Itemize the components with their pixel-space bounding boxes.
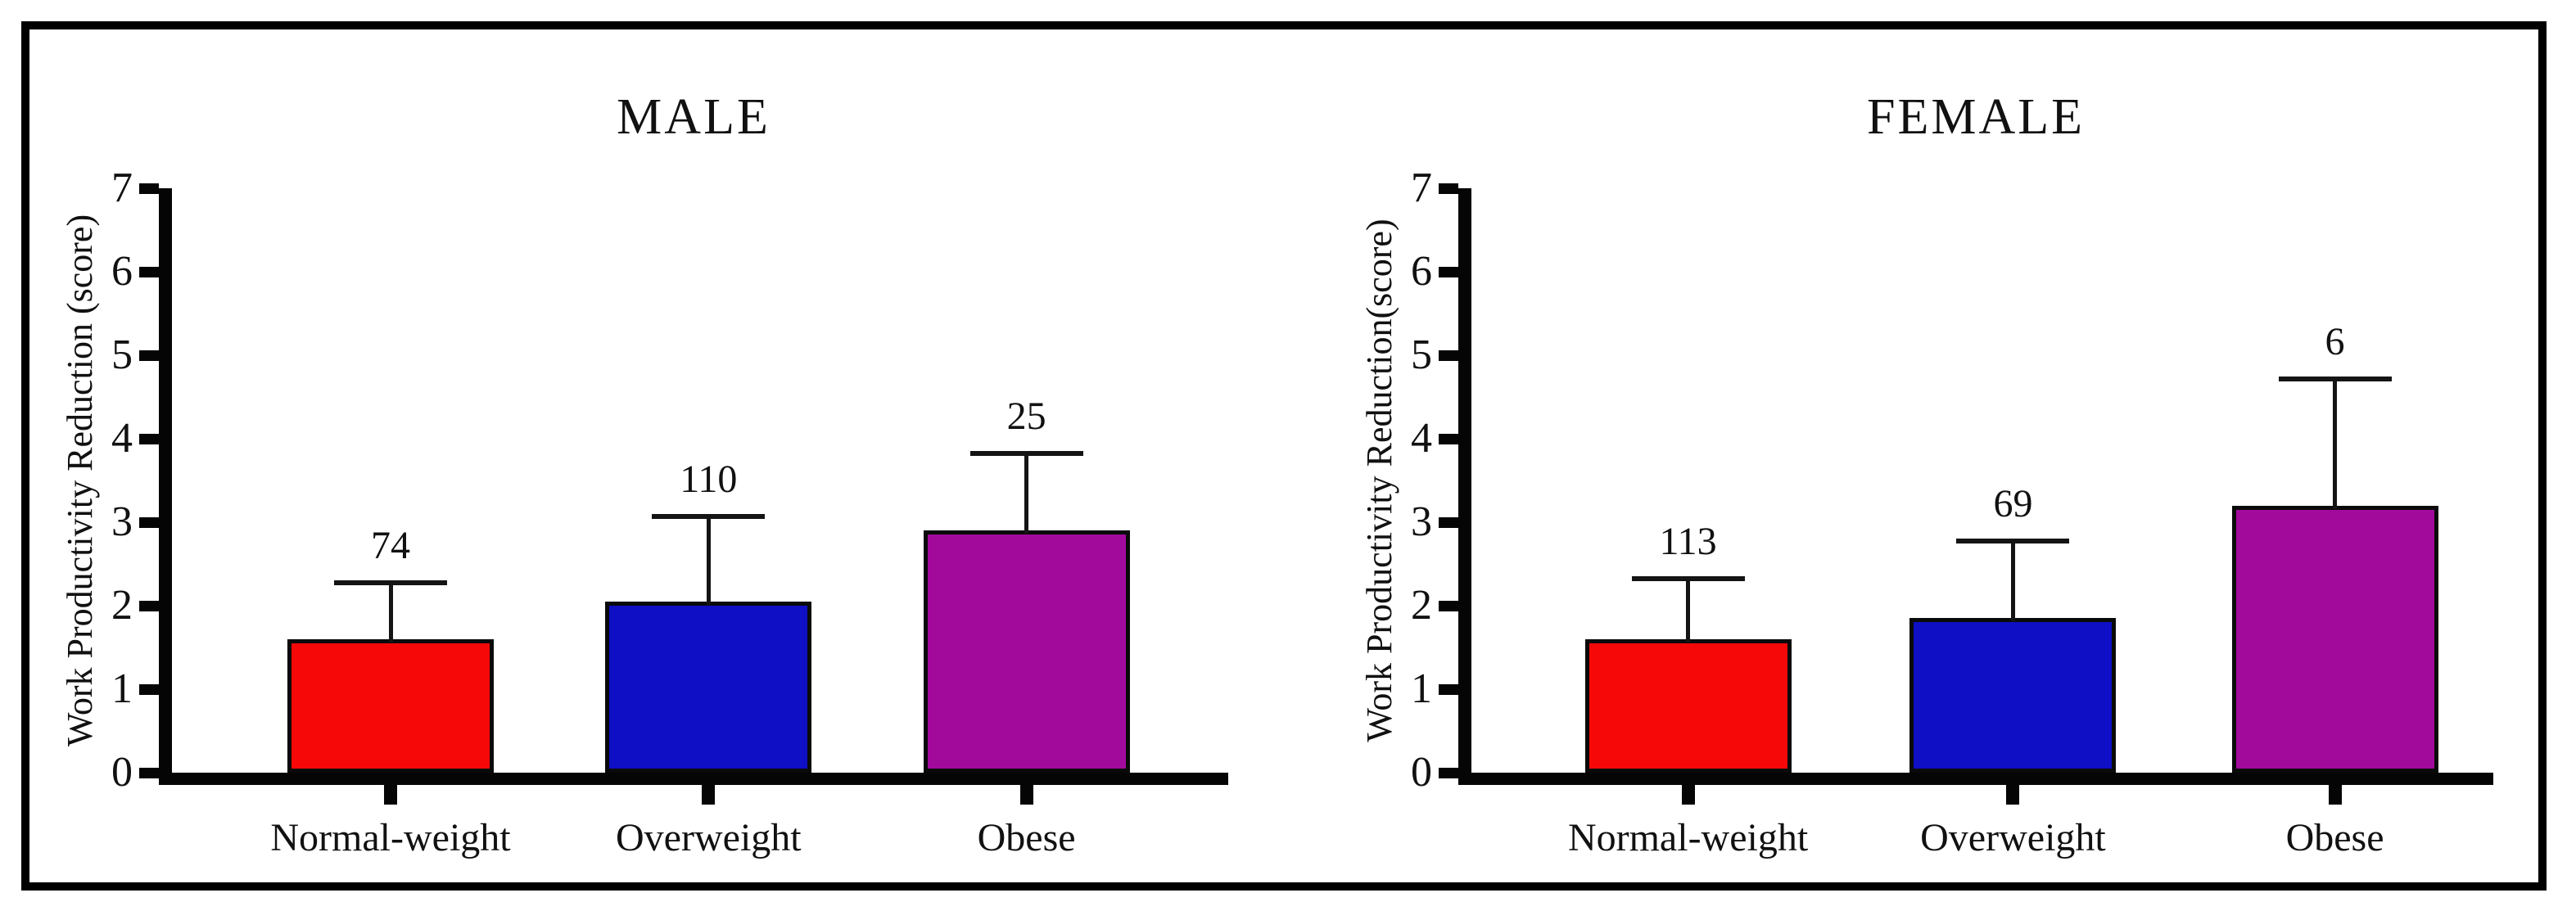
male-bar-overweight [605, 601, 812, 773]
female-ytick-label-4: 4 [1411, 415, 1432, 462]
male-error-bar-stem-1 [706, 513, 711, 605]
female-xtick-0 [1681, 785, 1695, 805]
male-ytick-2 [139, 600, 159, 611]
male-category-label-1: Overweight [616, 816, 802, 859]
female-ytick-4 [1439, 433, 1458, 444]
male-bar-normal-weight [287, 638, 495, 773]
male-ytick-1 [139, 683, 159, 695]
male-ytick-3 [139, 516, 159, 528]
female-category-label-1: Overweight [1920, 816, 2106, 859]
female-ytick-label-5: 5 [1411, 331, 1432, 378]
male-ytick-4 [139, 433, 159, 444]
female-error-bar-stem-2 [2333, 376, 2338, 509]
male-ytick-label-1: 1 [111, 665, 133, 712]
male-ytick-6 [139, 266, 159, 277]
female-bar-count-label-0: 113 [1659, 520, 1717, 564]
female-chart-title: FEMALE [1867, 89, 2085, 145]
male-xtick-2 [1019, 785, 1033, 805]
female-ytick-label-2: 2 [1411, 582, 1432, 629]
male-error-bar-stem-2 [1024, 451, 1029, 534]
female-ytick-2 [1439, 600, 1458, 611]
male-ytick-0 [139, 767, 159, 778]
female-ytick-label-3: 3 [1411, 498, 1432, 545]
male-ytick-label-3: 3 [111, 498, 133, 545]
female-error-bar-stem-1 [2010, 539, 2015, 622]
male-bar-count-label-1: 110 [680, 457, 738, 501]
female-xtick-2 [2328, 785, 2342, 805]
female-ytick-0 [1439, 767, 1458, 778]
figure-border-frame: MALE Work Productivity Reduction (score)… [21, 21, 2547, 891]
female-ytick-6 [1439, 266, 1458, 277]
female-ytick-5 [1439, 350, 1458, 361]
male-bar-count-label-2: 25 [1006, 395, 1046, 439]
male-y-axis-line [159, 188, 172, 785]
male-ytick-label-7: 7 [111, 165, 133, 211]
female-category-label-2: Obese [2285, 816, 2384, 859]
female-ytick-label-0: 0 [1411, 749, 1432, 796]
female-ytick-1 [1439, 683, 1458, 695]
female-bar-overweight [1909, 618, 2117, 773]
male-error-bar-stem-0 [388, 580, 393, 643]
male-category-label-2: Obese [977, 816, 1076, 859]
male-ytick-label-5: 5 [111, 331, 133, 378]
female-bar-normal-weight [1584, 638, 1792, 773]
female-category-label-0: Normal-weight [1567, 816, 1809, 859]
female-error-bar-cap-2 [2278, 376, 2392, 381]
female-xtick-1 [2006, 785, 2020, 805]
female-bar-obese [2231, 505, 2438, 773]
chart-panels-row: MALE Work Productivity Reduction (score)… [29, 29, 2538, 882]
male-x-axis-line [159, 773, 1228, 785]
female-error-bar-cap-1 [1956, 539, 2070, 544]
male-ytick-label-4: 4 [111, 415, 133, 462]
male-ytick-label-6: 6 [111, 248, 133, 295]
female-y-axis-line [1458, 188, 1471, 785]
male-ytick-7 [139, 183, 159, 194]
female-x-axis-line [1458, 773, 2493, 785]
male-chart-panel: MALE Work Productivity Reduction (score)… [29, 29, 1284, 882]
male-xtick-1 [702, 785, 716, 805]
female-ytick-label-6: 6 [1411, 248, 1432, 295]
female-ytick-label-7: 7 [1411, 165, 1432, 211]
male-error-bar-cap-1 [652, 513, 766, 519]
male-bar-count-label-0: 74 [371, 524, 411, 568]
female-error-bar-stem-0 [1686, 576, 1691, 643]
female-bar-count-label-2: 6 [2325, 319, 2345, 363]
female-ytick-3 [1439, 516, 1458, 528]
male-bar-obese [923, 530, 1130, 773]
female-ytick-label-1: 1 [1411, 665, 1432, 712]
male-ytick-5 [139, 350, 159, 361]
female-ytick-7 [1439, 183, 1458, 194]
female-bar-count-label-1: 69 [1993, 482, 2033, 526]
male-error-bar-cap-2 [969, 451, 1083, 457]
male-chart-title: MALE [617, 89, 771, 145]
male-ytick-label-0: 0 [111, 749, 133, 796]
male-error-bar-cap-0 [334, 580, 448, 586]
male-ytick-label-2: 2 [111, 582, 133, 629]
male-xtick-0 [384, 785, 398, 805]
female-chart-panel: FEMALE Work Productivity Reduction(score… [1284, 29, 2538, 882]
male-category-label-0: Normal-weight [270, 816, 511, 859]
female-error-bar-cap-0 [1631, 576, 1745, 582]
